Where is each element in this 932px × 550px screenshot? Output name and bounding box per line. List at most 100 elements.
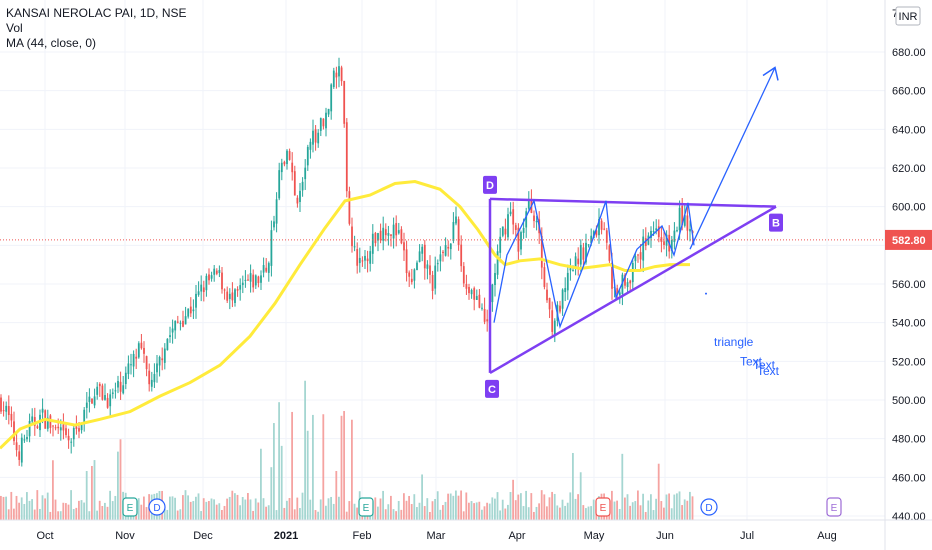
- candle-body: [267, 263, 270, 273]
- volume-bar: [293, 509, 296, 520]
- candle-body: [543, 267, 546, 287]
- volume-bar: [465, 492, 468, 520]
- time-axis[interactable]: Oct Nov Dec 2021 Feb Mar Apr May Jun Jul Aug: [0, 519, 932, 542]
- volume-bar: [291, 411, 293, 520]
- candle-body: [423, 244, 426, 269]
- time-tick: Apr: [508, 530, 525, 542]
- pattern-point-c[interactable]: C: [485, 379, 499, 398]
- dividend-marker[interactable]: D: [148, 498, 166, 516]
- time-tick: Dec: [193, 530, 213, 542]
- candle-body: [174, 320, 177, 331]
- annotation-text[interactable]: Text: [757, 364, 780, 378]
- candle-body: [670, 240, 673, 251]
- volume-bar: [332, 503, 335, 520]
- volume-bar: [556, 505, 559, 520]
- volume-bar: [182, 495, 184, 520]
- volume-bar: [626, 494, 629, 520]
- pattern-point-b[interactable]: B: [769, 213, 783, 232]
- volume-bar: [343, 411, 345, 520]
- volume-bar: [668, 493, 670, 520]
- earnings-marker[interactable]: E: [122, 497, 138, 517]
- candle-body: [262, 265, 265, 273]
- candle-body: [408, 272, 411, 277]
- candle-body: [657, 226, 660, 238]
- candle-body: [548, 297, 551, 310]
- volume-bar: [413, 494, 416, 520]
- volume-bar: [75, 507, 78, 520]
- candle-body: [587, 244, 590, 246]
- volume-bar: [283, 507, 286, 520]
- dividend-marker[interactable]: D: [700, 498, 718, 516]
- candle-body: [218, 269, 221, 274]
- candle-body: [371, 233, 374, 254]
- volume-bar: [234, 493, 236, 520]
- volume-bar: [574, 498, 577, 520]
- ma-label[interactable]: MA (44, close, 0): [6, 36, 97, 50]
- volume-bar: [377, 506, 379, 520]
- volume-bar: [392, 509, 395, 520]
- candle-body: [377, 233, 379, 241]
- volume-bar: [592, 499, 595, 520]
- annotation-text[interactable]: Text: [753, 358, 776, 372]
- symbol-title[interactable]: KANSAI NEROLAC PAI, 1D, NSE: [6, 6, 187, 20]
- candle-body: [210, 275, 213, 279]
- candle-body: [226, 291, 229, 301]
- volume-bar: [192, 501, 195, 520]
- annotation-text[interactable]: Text: [740, 354, 763, 368]
- candles: [0, 57, 694, 467]
- candle-body: [327, 108, 330, 115]
- candle-body: [252, 274, 255, 288]
- volume-bar: [137, 498, 140, 520]
- volume-bar: [296, 497, 299, 520]
- price-axis[interactable]: 440.00 460.00 480.00 500.00 520.00 540.00 560.…: [884, 0, 932, 550]
- candle-body: [634, 256, 637, 262]
- candle-body: [109, 394, 112, 407]
- zigzag-projection[interactable]: [493, 66, 779, 329]
- volume-bar: [546, 506, 548, 520]
- candle-body: [678, 207, 681, 231]
- volume-label[interactable]: Vol: [6, 21, 23, 35]
- candle-body: [7, 406, 10, 416]
- volume-bar: [418, 502, 421, 520]
- candle-body: [343, 80, 346, 124]
- candle-body: [447, 246, 450, 249]
- volume-bar: [379, 498, 382, 520]
- pattern-label-box: [485, 379, 499, 398]
- candle-body: [374, 232, 377, 244]
- volume-bar: [629, 505, 631, 520]
- volume-bar: [395, 511, 397, 520]
- triangle-pattern[interactable]: D B C: [483, 175, 783, 398]
- candle-body: [387, 233, 390, 236]
- volume-bar: [494, 498, 496, 520]
- candle-body: [421, 246, 424, 254]
- candle-body: [208, 274, 210, 281]
- earnings-marker[interactable]: E: [826, 497, 842, 517]
- volume-bar: [644, 511, 647, 520]
- volume-bar: [39, 508, 41, 520]
- annotation-text[interactable]: triangle: [714, 335, 754, 349]
- volume-bar: [444, 501, 447, 520]
- earnings-marker[interactable]: E: [358, 497, 374, 517]
- candle-body: [660, 237, 663, 242]
- volume-bar: [106, 506, 109, 520]
- candle-body: [379, 230, 382, 241]
- volume-bar: [390, 495, 392, 520]
- volume-bar: [325, 505, 327, 520]
- candle-body: [473, 288, 476, 300]
- projection-arrow-line: [689, 67, 776, 250]
- volume-bar: [483, 506, 486, 520]
- volume-bar: [67, 504, 70, 520]
- candle-body: [236, 289, 239, 291]
- earnings-marker[interactable]: E: [595, 497, 611, 517]
- volume-bar: [166, 509, 169, 520]
- pattern-point-d[interactable]: D: [483, 175, 497, 194]
- candle-body: [348, 191, 351, 224]
- pattern-label: C: [488, 384, 496, 396]
- candle-body: [655, 228, 658, 231]
- volume-bar: [561, 499, 564, 520]
- volume-bar: [405, 500, 408, 520]
